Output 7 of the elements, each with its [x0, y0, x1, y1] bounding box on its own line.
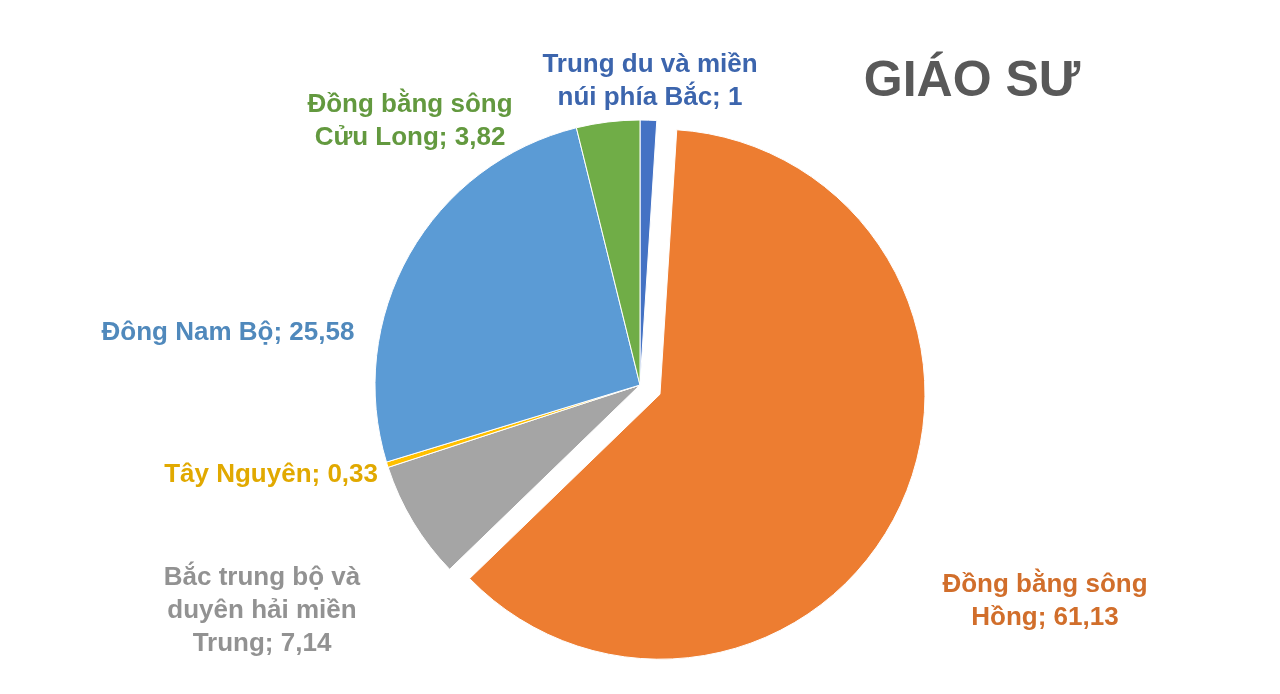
slice-label: Tây Nguyên; 0,33	[164, 458, 378, 488]
slice-label: Đồng bằng sông Hồng; 61,13	[942, 568, 1148, 631]
chart-title: GIÁO SƯ	[863, 51, 1081, 107]
slice-label: Đông Nam Bộ; 25,58	[101, 316, 355, 346]
slice-label: Bắc trung bộ và duyên hải miền Trung; 7,14	[163, 561, 361, 657]
slice-label: Đồng bằng sông Cửu Long; 3,82	[307, 88, 513, 151]
slice-label: Trung du và miền núi phía Bắc; 1	[542, 48, 758, 111]
